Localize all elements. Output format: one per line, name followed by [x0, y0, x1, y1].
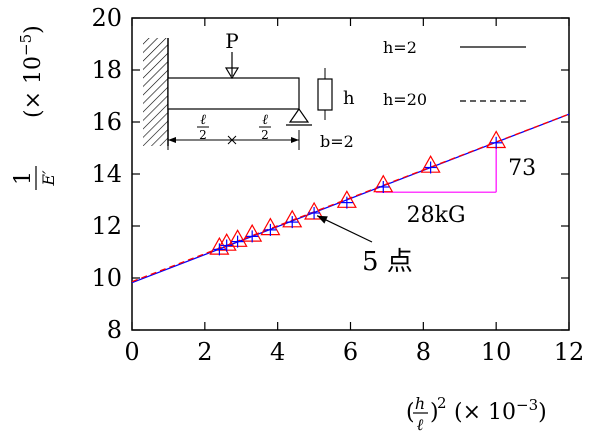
svg-text:ℓ: ℓ: [262, 112, 268, 128]
y-tick-label: 10: [91, 264, 122, 292]
y-tick-label: 18: [91, 56, 122, 84]
plus-point: [231, 235, 244, 248]
x-tick-label: 8: [416, 338, 431, 366]
slope-run-label: 28kG: [407, 203, 466, 228]
cross-section: [317, 78, 333, 111]
force-label: P: [225, 29, 238, 53]
y-axis-ticks: 8 10 12 14 16 18 20: [91, 4, 569, 344]
slope-triangle: 73 28kG: [375, 142, 536, 228]
annotation-5-points: 5 点: [316, 215, 413, 277]
beam: [167, 77, 300, 110]
x-label-den: ℓ: [417, 415, 424, 434]
svg-text:2: 2: [261, 128, 269, 142]
x-label-exp: 2: [437, 394, 447, 412]
x-tick-label: 2: [197, 338, 212, 366]
plus-point: [213, 243, 226, 256]
fixed-wall-hatch: [143, 38, 168, 146]
plus-point: [340, 196, 353, 209]
x-label-num: h: [415, 394, 425, 413]
plus-point: [220, 239, 233, 252]
x-tick-label: 0: [124, 338, 139, 366]
plus-point: [264, 223, 277, 236]
y-axis-label: 1 E′ (× 10−5): [11, 25, 58, 190]
x-axis-label: ( h ℓ ) 2 (× 10−3): [406, 394, 547, 434]
legend-label-h2: h=2: [383, 38, 417, 57]
force-arrowhead: [224, 67, 240, 80]
height-label: h: [343, 88, 355, 109]
plus-point: [286, 216, 299, 229]
x-tick-label: 6: [343, 338, 358, 366]
x-tick-label: 10: [481, 338, 512, 366]
x-tick-label: 4: [270, 338, 285, 366]
annotation-arrow: [316, 215, 373, 243]
plus-point: [246, 230, 259, 243]
inset-beam-diagram: P ℓ 2 ℓ 2 h b=2: [143, 29, 355, 151]
svg-text:): ): [430, 400, 439, 425]
plus-point: [490, 136, 503, 149]
roller-support: [288, 107, 310, 123]
width-label: b=2: [320, 132, 354, 151]
annotation-text: 5 点: [362, 247, 413, 277]
plus-point: [308, 207, 321, 219]
y-tick-label: 12: [91, 212, 122, 240]
plot-frame: [131, 17, 570, 331]
y-label-num: 1: [11, 171, 36, 185]
legend: h=2 h=20: [383, 38, 528, 109]
y-label-scale: (× 10−5): [17, 25, 46, 118]
svg-text:2: 2: [199, 128, 207, 142]
slope-rise-label: 73: [508, 156, 536, 181]
y-tick-label: 20: [91, 4, 122, 32]
span-left-label: ℓ 2: [197, 112, 209, 142]
plus-point: [377, 181, 390, 193]
y-tick-label: 16: [91, 108, 122, 136]
x-tick-label: 12: [554, 338, 585, 366]
annotation-arrowhead: [317, 215, 328, 224]
x-axis-ticks: 0 2 4 6 8 10 12: [124, 18, 584, 366]
data-markers: [209, 130, 507, 256]
span-right-label: ℓ 2: [259, 112, 271, 142]
legend-label-h20: h=20: [383, 90, 427, 109]
x-label-scale: (× 10−3): [454, 396, 547, 425]
y-tick-label: 8: [107, 316, 122, 344]
y-tick-label: 14: [91, 160, 122, 188]
plus-point: [424, 161, 437, 174]
svg-text:ℓ: ℓ: [200, 112, 206, 128]
y-label-den: E′: [39, 170, 58, 187]
svg-text:(: (: [406, 400, 415, 425]
